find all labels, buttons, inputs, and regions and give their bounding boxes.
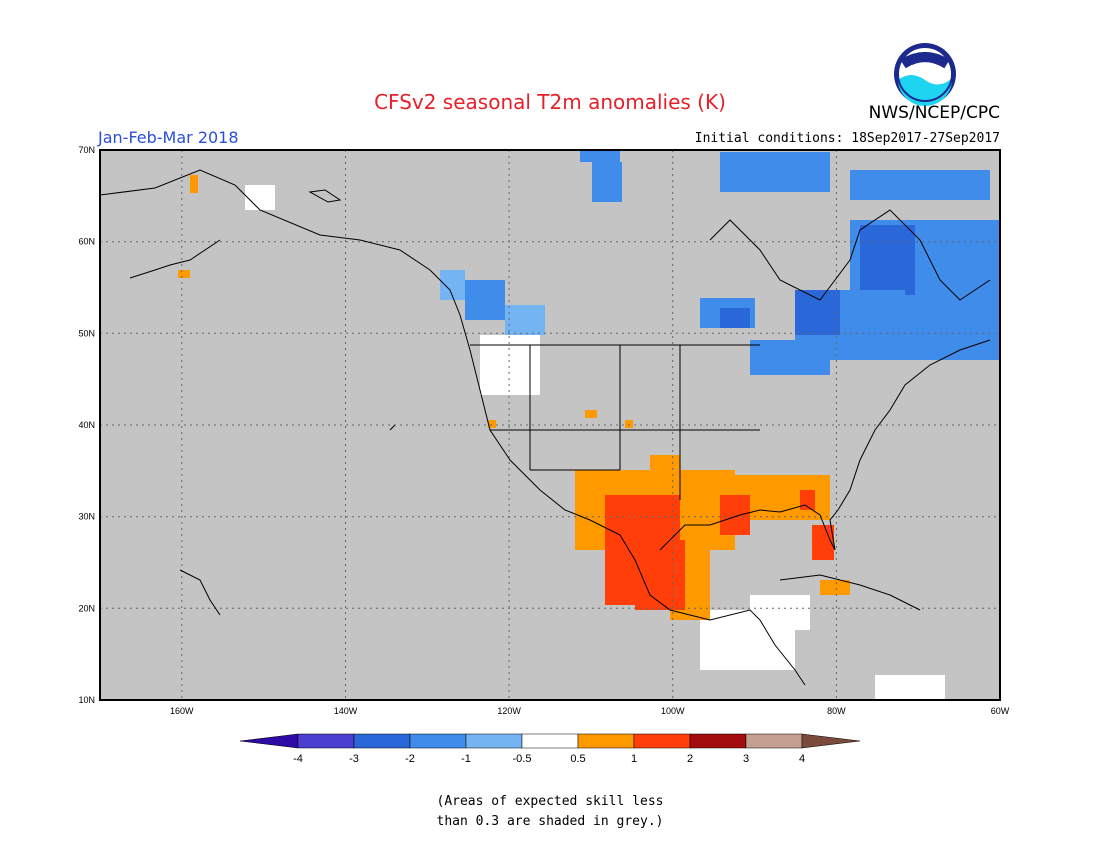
legend-bin (577, 733, 635, 749)
legend-tick-label: -0.5 (513, 753, 532, 765)
lat-label: 70N (78, 145, 95, 155)
legend-tick-label: 0.5 (570, 753, 585, 765)
legend-bins (239, 733, 861, 749)
initial-conditions: Initial conditions: 18Sep2017-27Sep2017 (694, 131, 1000, 146)
legend-bin (409, 733, 467, 749)
map-frame (99, 149, 1001, 701)
legend-colorbar: -4 -3 -2 -1 -0.5 0.5 1 2 3 4 (239, 733, 861, 765)
legend-tick-label: -3 (349, 753, 359, 765)
lat-label: 50N (78, 328, 95, 338)
skill-note: (Areas of expected skill less than 0.3 a… (0, 792, 1100, 832)
lat-label: 60N (78, 237, 95, 247)
skill-note-line1: (Areas of expected skill less (436, 794, 664, 809)
forecast-period: Jan-Feb-Mar 2018 (98, 128, 239, 147)
coastlines (99, 169, 991, 686)
legend-bin (521, 733, 579, 749)
lat-label: 30N (78, 512, 95, 522)
anomaly-map: 70N 60N 50N 40N 30N 20N 10N 160W 140W 12… (78, 145, 1010, 716)
legend-tick-label: -4 (293, 753, 303, 765)
graticule (100, 150, 1000, 700)
legend-ticks: -4 -3 -2 -1 -0.5 0.5 1 2 3 4 (293, 753, 805, 765)
legend-bin (801, 733, 861, 749)
legend-tick-label: 1 (631, 753, 637, 765)
lon-label: 60W (991, 706, 1010, 716)
legend-tick-label: -1 (461, 753, 471, 765)
lon-label: 80W (827, 706, 846, 716)
map-title: CFSv2 seasonal T2m anomalies (K) (374, 90, 726, 114)
noaa-logo-text: NOAA (910, 64, 939, 75)
legend-bin (353, 733, 411, 749)
legend-bin (465, 733, 523, 749)
legend-bin (239, 733, 299, 749)
cold-anomaly-patches (440, 150, 1000, 375)
legend-bin (689, 733, 747, 749)
legend-bin (745, 733, 803, 749)
warm-anomaly-patches (178, 175, 850, 620)
lon-label: 140W (334, 706, 358, 716)
lon-label: 120W (497, 706, 521, 716)
legend-tick-label: 3 (743, 753, 749, 765)
legend-bin (297, 733, 355, 749)
noaa-logo: NOAA (894, 43, 956, 106)
lon-label: 100W (661, 706, 685, 716)
legend-bin (633, 733, 691, 749)
legend-tick-label: 4 (799, 753, 805, 765)
skill-note-line2: than 0.3 are shaded in grey.) (436, 814, 664, 829)
longitude-labels: 160W 140W 120W 100W 80W 60W (170, 706, 1010, 716)
latitude-labels: 70N 60N 50N 40N 30N 20N 10N (78, 145, 95, 705)
legend-tick-label: -2 (405, 753, 415, 765)
lat-label: 10N (78, 695, 95, 705)
lon-label: 160W (170, 706, 194, 716)
lat-label: 40N (78, 420, 95, 430)
agency-label: NWS/NCEP/CPC (868, 103, 1000, 123)
lat-label: 20N (78, 603, 95, 613)
legend-tick-label: 2 (687, 753, 693, 765)
